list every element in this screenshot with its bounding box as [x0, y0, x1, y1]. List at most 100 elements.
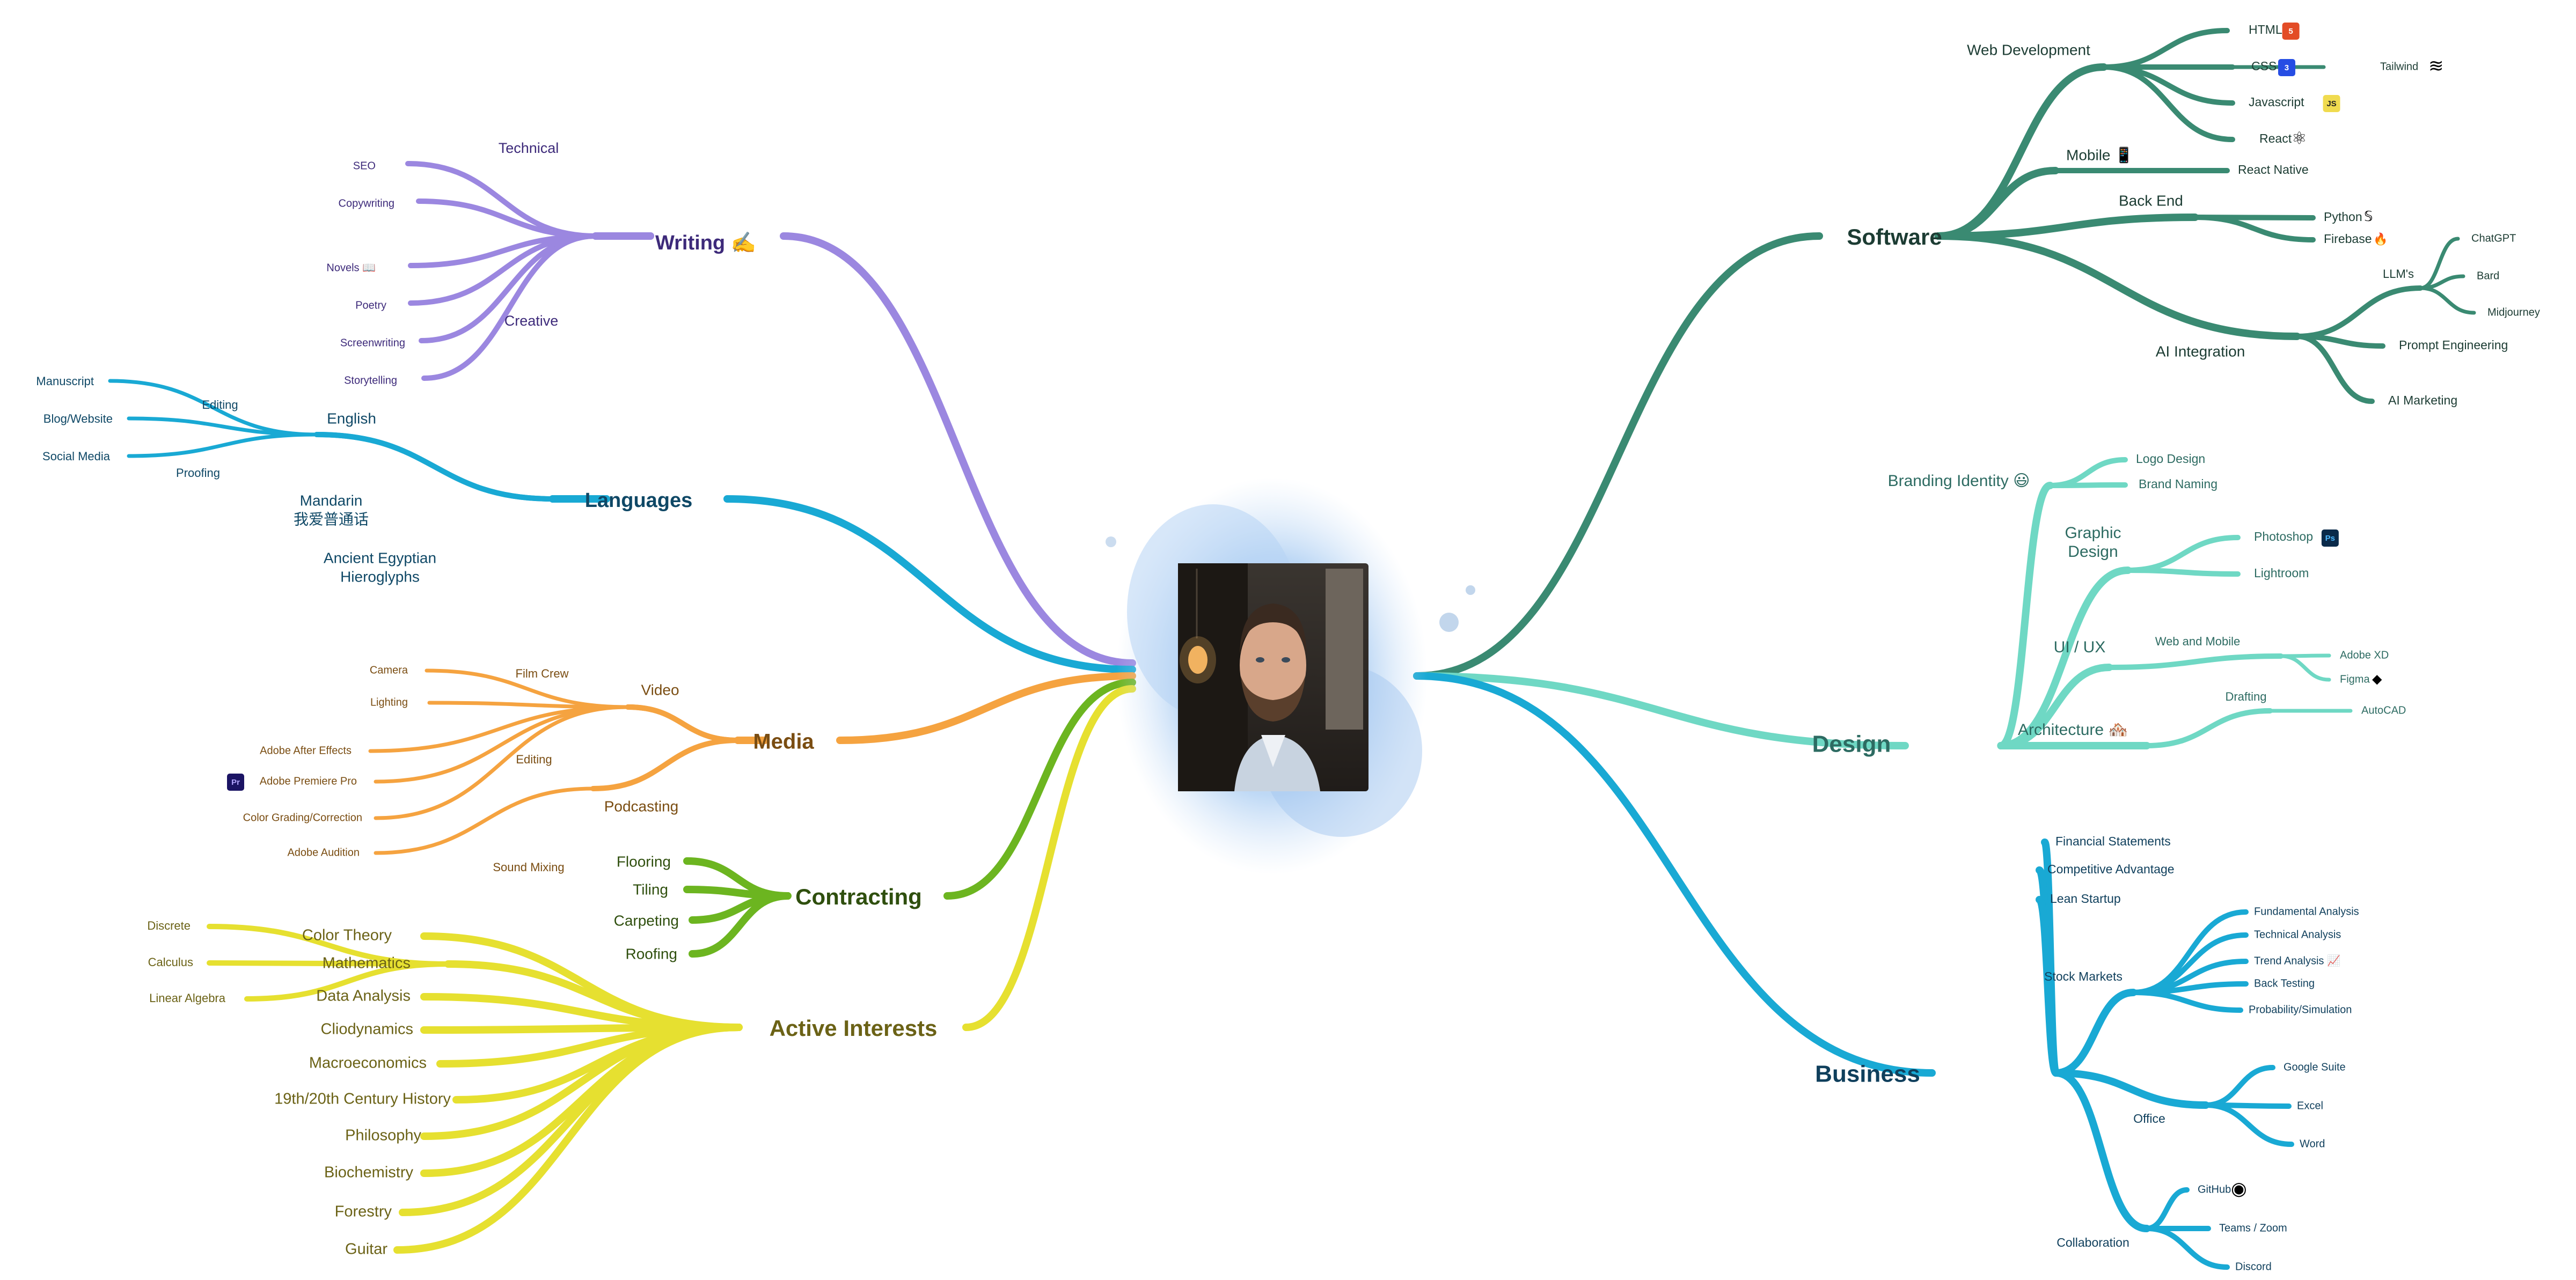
javascript-icon: JS: [2323, 95, 2340, 112]
branch-links: [108, 28, 2476, 1270]
node-creative-label: Creative: [504, 313, 559, 329]
node-sound-mixing-label: Sound Mixing: [493, 860, 564, 874]
badge-text: Pr: [231, 778, 240, 787]
branch-link: [780, 232, 1136, 667]
branch-link: [393, 1024, 743, 1254]
badge-text: JS: [2326, 99, 2336, 108]
branch-link: [590, 738, 741, 791]
branch-link: [2279, 654, 2331, 682]
branch-link: [2101, 28, 2230, 70]
branch-link: [314, 432, 555, 502]
node-manuscript-label: Manuscript: [36, 374, 94, 388]
node-office-label: Office: [2133, 1112, 2165, 1125]
firebase-icon: 🔥: [2373, 232, 2388, 246]
branch-link: [127, 416, 319, 437]
node-competitive-advantage-label: Competitive Advantage: [2047, 862, 2175, 876]
node-seo-label: SEO: [353, 160, 376, 172]
node-lighting-label: Lighting: [370, 696, 408, 708]
node-discord-label: Discord: [2235, 1261, 2272, 1272]
branch-link: [1413, 672, 1909, 749]
tailwind-icon: ≋: [2428, 56, 2444, 76]
branch-link: [2294, 285, 2423, 339]
node-architecture-label: Architecture 🏘️: [2018, 721, 2128, 739]
badge-text: 5: [2288, 27, 2293, 36]
branch-link: [2203, 1065, 2275, 1108]
node-financial-statements-label: Financial Statements: [2055, 834, 2171, 848]
branch-link: [1934, 232, 2301, 340]
node-mandarin-label: Mandarin: [300, 492, 363, 509]
node-philosophy-label: Philosophy: [345, 1127, 421, 1144]
node-technical-label: Technical: [499, 140, 559, 156]
branch-link: [2144, 1187, 2190, 1231]
python-icon: 𝕊: [2364, 208, 2373, 224]
node-excel-label: Excel: [2297, 1100, 2323, 1112]
branch-link: [943, 679, 1136, 900]
branch-link: [2106, 653, 2284, 670]
branch-languages-label: Languages: [585, 489, 693, 512]
branch-writing-label: Writing ✍️: [655, 231, 756, 254]
branch-link: [374, 786, 595, 855]
branch-link: [2047, 457, 2128, 488]
figma-icon: ◆: [2372, 672, 2382, 686]
node-macroeconomics-label: Macroeconomics: [309, 1055, 427, 1072]
node-logo-design-label: Logo Design: [2136, 452, 2205, 466]
node-cliodynamics-label: Cliodynamics: [321, 1021, 413, 1038]
node-adobe-xd-label: Adobe XD: [2340, 649, 2389, 661]
ink-splash-shape: [1466, 585, 1475, 595]
node-html-label: HTML: [2249, 23, 2282, 36]
branch-link: [416, 198, 598, 239]
node-flooring-label: Flooring: [617, 853, 671, 870]
branch-link: [127, 432, 319, 458]
node-probability-simulation-label: Probability/Simulation: [2249, 1004, 2352, 1016]
node-firebase-label: Firebase: [2324, 232, 2372, 246]
branch-link: [2131, 909, 2249, 995]
branch-link: [2144, 708, 2273, 748]
node-bard-label: Bard: [2477, 270, 2499, 282]
node-graphic-label: Graphic: [2065, 524, 2121, 542]
node-color-grading-correction-label: Color Grading/Correction: [243, 812, 362, 823]
node-novels-label: Novels 📖: [326, 262, 376, 274]
branch-link: [2052, 1069, 2209, 1109]
node-llm-s-label: LLM's: [2383, 267, 2414, 281]
node-video-label: Video: [641, 681, 679, 698]
node-branding-identity-label: Branding Identity 😃: [1888, 472, 2030, 490]
node-word-label: Word: [2300, 1138, 2325, 1150]
node-fundamental-analysis-label: Fundamental Analysis: [2254, 906, 2359, 917]
node-back-end-label: Back End: [2119, 192, 2183, 209]
node-camera-label: Camera: [370, 664, 408, 676]
branch-link: [1997, 482, 2054, 749]
node-back-testing-label: Back Testing: [2254, 977, 2315, 989]
node-brand-naming-label: Brand Naming: [2139, 477, 2218, 491]
node-css-label: CSS: [2251, 59, 2277, 73]
branch-link: [399, 1024, 743, 1216]
center-node: [1106, 477, 1475, 874]
node-sublabel: 我爱普通话: [294, 511, 369, 527]
badge-text: 3: [2285, 63, 2289, 72]
node-carpeting-label: Carpeting: [614, 912, 679, 929]
branch-link: [374, 705, 630, 784]
node-prompt-engineering-label: Prompt Engineering: [2399, 338, 2508, 352]
node-blog-website-label: Blog/Website: [43, 412, 113, 425]
node-roofing-label: Roofing: [625, 945, 677, 962]
branch-link: [2036, 896, 2060, 1077]
branch-software-label: Software: [1847, 224, 1942, 249]
css3-icon: 3: [2278, 59, 2295, 76]
node-forestry-label: Forestry: [335, 1203, 392, 1220]
branch-link: [2418, 274, 2465, 290]
node-guitar-label: Guitar: [345, 1241, 387, 1258]
photoshop-icon: Ps: [2321, 529, 2339, 547]
node-poetry-label: Poetry: [355, 299, 386, 311]
node-midjourney-label: Midjourney: [2487, 306, 2540, 318]
ink-splash-shape: [1106, 536, 1116, 547]
branch-link: [2125, 568, 2241, 577]
node-proofing-label: Proofing: [176, 466, 220, 480]
node-ai-marketing-label: AI Marketing: [2388, 393, 2457, 407]
branch-link: [836, 672, 1136, 744]
node-tailwind-label: Tailwind: [2380, 61, 2418, 72]
node-tiling-label: Tiling: [633, 881, 668, 898]
node-editing-label: Editing: [202, 398, 238, 411]
branch-link: [2052, 989, 2137, 1077]
ink-splash-shape: [1439, 613, 1459, 632]
branch-link: [2144, 1226, 2230, 1270]
branch-link: [244, 961, 451, 1002]
